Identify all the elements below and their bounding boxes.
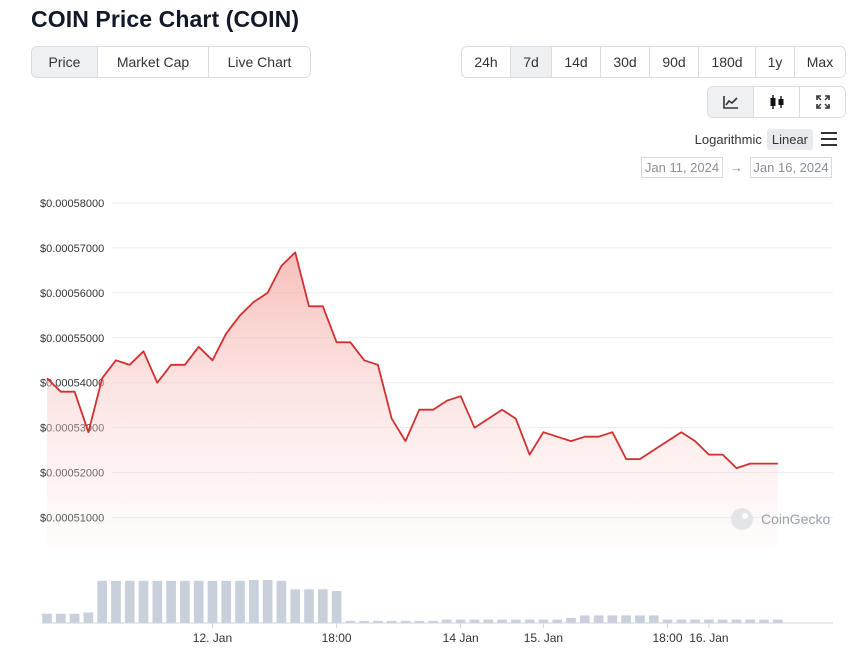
- scale-toggle: Logarithmic Linear: [690, 127, 837, 151]
- date-range-arrow: →: [730, 160, 743, 175]
- volume-bar: [731, 619, 742, 623]
- linear-scale-button[interactable]: Linear: [766, 128, 813, 150]
- price-line: [46, 251, 778, 469]
- volume-bar: [317, 589, 328, 623]
- x-tick-label: 16. Jan: [689, 631, 728, 645]
- volume-bar: [483, 619, 494, 623]
- volume-bar: [469, 619, 480, 623]
- y-tick-label: $0.00055000: [40, 333, 104, 345]
- x-tick-label: 18:00: [322, 631, 352, 645]
- volume-bar: [373, 620, 383, 623]
- volume-bar: [552, 619, 563, 623]
- range-24h-button[interactable]: 24h: [462, 47, 511, 77]
- volume-bar: [249, 580, 259, 623]
- line-chart-icon: [722, 96, 738, 109]
- x-tick-label: 18:00: [653, 631, 683, 645]
- candlestick-button[interactable]: [754, 87, 800, 117]
- volume-bar: [193, 580, 204, 623]
- date-from-input[interactable]: [641, 157, 723, 178]
- volume-bar: [221, 580, 232, 623]
- fullscreen-icon: [815, 95, 830, 109]
- chart-view-toggle: [707, 86, 846, 118]
- volume-bar: [207, 580, 218, 623]
- date-range: →: [641, 157, 832, 178]
- volume-bar: [717, 619, 728, 623]
- volume-bar: [455, 619, 466, 623]
- volume-bar: [359, 620, 369, 623]
- range-180d-button[interactable]: 180d: [699, 47, 756, 77]
- coingecko-watermark: CoinGecko: [731, 508, 830, 530]
- tab-live-chart[interactable]: Live Chart: [209, 47, 310, 77]
- volume-bar: [262, 580, 273, 623]
- volume-bar: [662, 619, 673, 623]
- coingecko-logo-icon: [731, 508, 753, 530]
- volume-bar: [511, 619, 521, 623]
- range-30d-button[interactable]: 30d: [601, 47, 650, 77]
- volume-bar: [124, 580, 135, 623]
- volume-bar: [524, 619, 535, 623]
- volume-bar: [345, 620, 356, 623]
- volume-bar: [607, 615, 618, 623]
- chart-menu-icon[interactable]: [821, 132, 837, 146]
- volume-bar: [704, 619, 714, 623]
- volume-bar: [745, 619, 756, 623]
- volume-bar: [400, 620, 411, 623]
- volume-bar: [648, 615, 659, 623]
- range-selector: 24h 7d 14d 30d 90d 180d 1y Max: [461, 46, 846, 78]
- x-tick-label: 14 Jan: [443, 631, 479, 645]
- candlestick-icon: [770, 95, 783, 109]
- line-chart-button[interactable]: [708, 87, 754, 117]
- x-tick-label: 15. Jan: [524, 631, 563, 645]
- volume-bar: [42, 613, 52, 623]
- volume-bar: [442, 619, 452, 623]
- range-max-button[interactable]: Max: [795, 47, 845, 77]
- y-tick-label: $0.00056000: [40, 288, 104, 300]
- volume-bar: [497, 619, 507, 623]
- volume-bar: [566, 617, 576, 623]
- volume-bar: [621, 615, 631, 623]
- volume-bar: [773, 619, 783, 623]
- volume-bar: [69, 613, 80, 623]
- volume-bar: [290, 589, 301, 623]
- logarithmic-scale-button[interactable]: Logarithmic: [694, 131, 762, 147]
- volume-bar: [180, 580, 190, 623]
- volume-bar: [690, 619, 700, 623]
- volume-bar: [83, 612, 94, 623]
- page-title: COIN Price Chart (COIN): [31, 6, 300, 32]
- range-90d-button[interactable]: 90d: [650, 47, 699, 77]
- volume-bar: [676, 619, 687, 623]
- volume-bar: [235, 580, 245, 623]
- volume-bar: [276, 580, 287, 623]
- y-tick-label: $0.00058000: [40, 198, 104, 210]
- price-area: [47, 252, 778, 548]
- volume-bar: [152, 580, 163, 623]
- date-to-input[interactable]: [750, 157, 832, 178]
- tab-price[interactable]: Price: [32, 47, 98, 77]
- volume-bar: [759, 619, 769, 623]
- tab-market-cap[interactable]: Market Cap: [98, 47, 209, 77]
- volume-bar: [331, 590, 342, 623]
- volume-bar: [635, 615, 645, 623]
- volume-bar: [593, 615, 604, 623]
- metric-tabs: Price Market Cap Live Chart: [31, 46, 311, 78]
- volume-bar: [138, 580, 149, 623]
- range-1y-button[interactable]: 1y: [756, 47, 795, 77]
- watermark-text: CoinGecko: [761, 511, 830, 527]
- volume-bar: [414, 620, 425, 623]
- volume-bar: [538, 619, 549, 623]
- range-7d-button[interactable]: 7d: [511, 47, 552, 77]
- fullscreen-button[interactable]: [800, 87, 845, 117]
- volume-bar: [111, 580, 121, 623]
- volume-bar: [304, 589, 314, 623]
- volume-bar: [428, 620, 438, 623]
- y-tick-label: $0.00057000: [40, 243, 104, 255]
- volume-bar: [97, 580, 107, 623]
- x-tick-label: 12. Jan: [193, 631, 232, 645]
- range-14d-button[interactable]: 14d: [552, 47, 601, 77]
- volume-bar: [55, 613, 66, 623]
- volume-bar: [386, 620, 397, 623]
- volume-bar: [166, 580, 176, 623]
- volume-bar: [579, 615, 590, 623]
